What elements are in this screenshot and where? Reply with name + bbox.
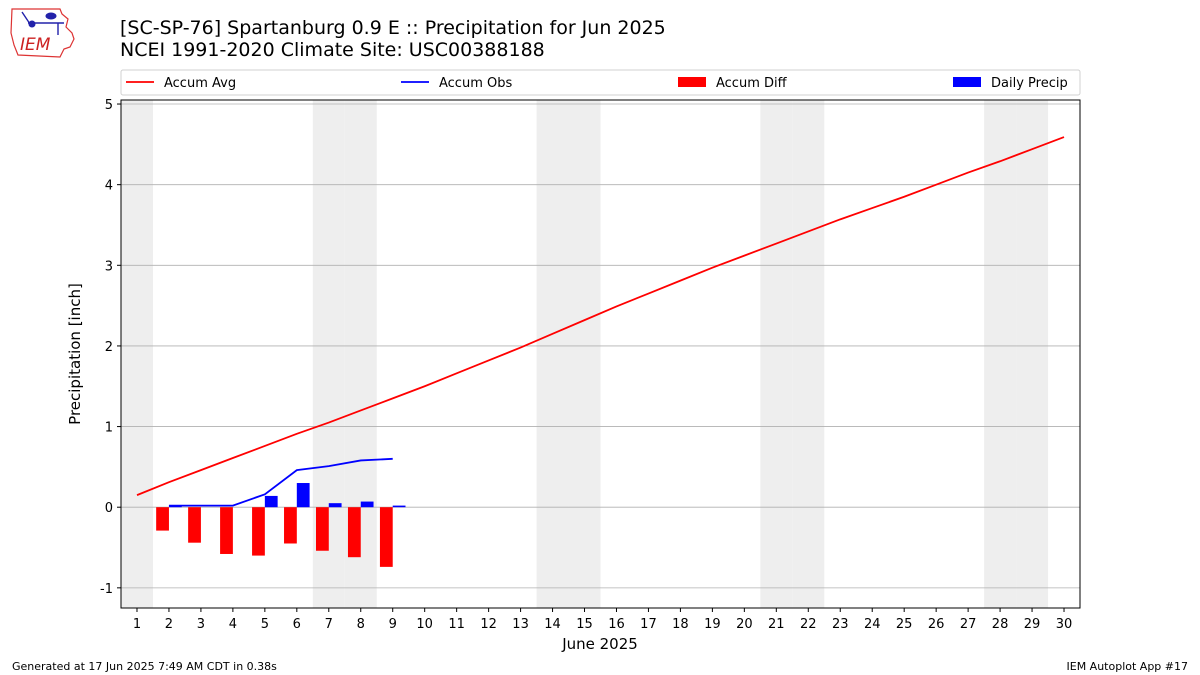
x-tick-label: 17 (640, 617, 657, 632)
plot-frame (120, 99, 1081, 609)
x-tick-label: 5 (261, 617, 269, 632)
x-tick-label: 12 (480, 617, 497, 632)
x-tick-label: 19 (704, 617, 721, 632)
x-tick-label: 28 (992, 617, 1009, 632)
logo-text: IEM (20, 35, 51, 55)
legend-accum-diff-label: Accum Diff (716, 76, 788, 91)
legend-accum-avg-label: Accum Avg (164, 76, 236, 91)
legend-daily-precip-swatch (953, 77, 981, 87)
y-tick-label: 1 (105, 421, 113, 436)
accum-diff-bar (252, 507, 265, 556)
title-line-1: [SC-SP-76] Spartanburg 0.9 E :: Precipit… (120, 17, 666, 39)
x-tick-label: 21 (768, 617, 785, 632)
x-tick-label: 2 (165, 617, 173, 632)
x-axis-ticks: 1 2 3 4 5 6 7 8 9 10 11 12 13 14 15 16 17 18 19 20 21 22 23 24 2… (133, 608, 1072, 632)
y-tick-label: -1 (100, 582, 113, 597)
iem-logo: IEM (10, 8, 75, 58)
accum-diff-bar (315, 507, 329, 551)
daily-precip-bar (264, 495, 278, 508)
y-tick-label: 2 (105, 340, 113, 355)
y-tick-label: 0 (105, 501, 113, 516)
accum-avg-line (136, 136, 1065, 496)
accum-obs-line (168, 457, 393, 507)
x-tick-label: 20 (736, 617, 753, 632)
x-tick-label: 6 (293, 617, 301, 632)
weekend-band (1016, 100, 1049, 608)
x-tick-label: 25 (896, 617, 913, 632)
x-tick-label: 14 (544, 617, 561, 632)
x-tick-label: 16 (608, 617, 625, 632)
x-tick-label: 18 (672, 617, 689, 632)
daily-precip-bar (328, 503, 342, 508)
x-tick-label: 3 (197, 617, 205, 632)
daily-precip-bar (360, 501, 374, 508)
weekend-band (536, 100, 569, 608)
legend-accum-obs-label: Accum Obs (439, 76, 512, 91)
accum-diff-bar (188, 507, 201, 543)
x-tick-label: 30 (1056, 617, 1073, 632)
weekend-band (792, 100, 825, 608)
x-tick-label: 23 (832, 617, 849, 632)
x-tick-label: 24 (864, 617, 881, 632)
legend: Accum Avg Accum Obs Accum Diff Daily Precip (120, 69, 1081, 96)
x-tick-label: 29 (1024, 617, 1041, 632)
x-tick-label: 10 (416, 617, 433, 632)
legend-accum-diff-swatch (678, 77, 706, 87)
x-tick-label: 22 (800, 617, 817, 632)
x-tick-label: 1 (133, 617, 141, 632)
lines (136, 136, 1065, 507)
x-axis-label: June 2025 (561, 635, 638, 653)
x-tick-label: 13 (512, 617, 529, 632)
y-tick-label: 5 (105, 98, 113, 113)
accum-diff-bar (220, 507, 233, 554)
bars (156, 483, 406, 567)
daily-precip-bar (392, 505, 406, 508)
weekend-band (121, 100, 153, 608)
x-tick-label: 4 (229, 617, 237, 632)
x-tick-label: 8 (357, 617, 365, 632)
legend-box (120, 69, 1081, 96)
accum-diff-bar (156, 507, 169, 531)
x-tick-label: 11 (448, 617, 465, 632)
x-tick-label: 7 (325, 617, 333, 632)
title-line-2: NCEI 1991-2020 Climate Site: USC00388188 (120, 39, 545, 61)
chart-title: [SC-SP-76] Spartanburg 0.9 E :: Precipit… (120, 17, 666, 61)
app-footer: IEM Autoplot App #17 (1066, 660, 1189, 673)
accum-diff-bar (379, 507, 393, 567)
weekend-band (984, 100, 1017, 608)
accum-diff-bar (347, 507, 361, 558)
accum-diff-bar (284, 507, 297, 544)
y-axis-label: Precipitation [inch] (66, 283, 84, 425)
daily-precip-bar (296, 483, 310, 508)
y-axis-ticks: -1 0 1 2 3 4 5 (100, 98, 121, 597)
legend-daily-precip-label: Daily Precip (991, 76, 1068, 91)
y-tick-label: 4 (105, 179, 113, 194)
y-tick-label: 3 (105, 259, 113, 274)
gridlines (121, 103, 1080, 589)
weekend-band (760, 100, 793, 608)
x-tick-label: 15 (576, 617, 593, 632)
weekend-band (568, 100, 601, 608)
weather-station-icon (21, 11, 64, 35)
x-tick-label: 9 (389, 617, 397, 632)
x-tick-label: 26 (928, 617, 945, 632)
x-tick-label: 27 (960, 617, 977, 632)
generated-footer: Generated at 17 Jun 2025 7:49 AM CDT in … (12, 660, 277, 673)
